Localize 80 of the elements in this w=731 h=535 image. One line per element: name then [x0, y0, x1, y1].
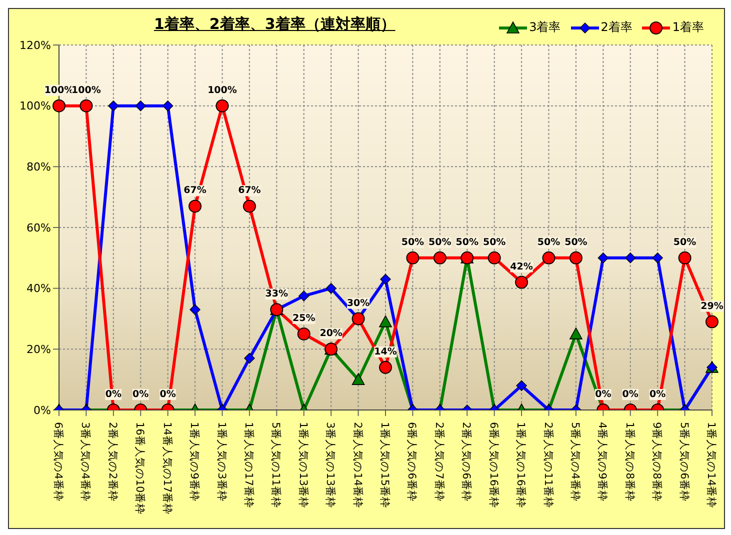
x-tick-label: 1番人気の3番枠: [215, 422, 228, 502]
y-tick-label: 60%: [26, 221, 51, 234]
data-label: 100%: [208, 84, 238, 96]
x-tick-label: 2番人気の11番枠: [542, 422, 555, 508]
point: [406, 251, 420, 264]
legend-label: 3着率: [529, 19, 561, 36]
point: [625, 252, 636, 264]
point: [380, 274, 391, 285]
x-tick-label: 1番人気の17番枠: [242, 422, 256, 508]
point: [598, 252, 609, 264]
x-tick-label: 1番人気の9番枠: [188, 422, 202, 502]
y-tick-label: 100%: [20, 100, 51, 113]
point: [190, 304, 200, 315]
point: [652, 252, 663, 264]
y-tick-label: 20%: [26, 343, 51, 356]
x-tick-label: 5番人気の4番枠: [568, 422, 582, 502]
data-label: 0%: [105, 389, 122, 400]
x-tick-label: 1番人気の13番枠: [296, 422, 310, 508]
x-tick-label: 3番人気の4番枠: [79, 422, 92, 502]
data-label: 50%: [537, 236, 561, 248]
point: [678, 251, 692, 264]
point: [706, 315, 718, 328]
data-label: 50%: [428, 236, 452, 248]
data-label: 0%: [132, 389, 150, 400]
data-label: 42%: [510, 261, 534, 272]
legend-label: 2着率: [600, 19, 632, 36]
data-label: 0%: [650, 389, 666, 400]
data-label: 0%: [160, 389, 176, 400]
data-label: 67%: [184, 185, 207, 196]
x-tick-label: 14番人気の17番枠: [160, 422, 174, 515]
x-tick-label: 1番人気の15番枠: [378, 422, 392, 508]
data-label: 50%: [482, 236, 506, 248]
y-tick-label: 120%: [20, 38, 51, 52]
x-tick-label: 2番人気の6番枠: [460, 422, 474, 502]
x-tick-label: 1番人気の8番枠: [623, 422, 636, 502]
x-tick-label: 1番人気の16番枠: [514, 422, 528, 508]
data-label: 50%: [401, 236, 425, 248]
point: [379, 315, 392, 328]
data-label: 30%: [346, 298, 370, 309]
x-tick-label: 1番人気の14番枠: [705, 422, 718, 508]
data-label: 29%: [700, 300, 724, 312]
x-tick-label: 2番人気の14番枠: [351, 422, 364, 508]
data-label: 0%: [622, 389, 639, 400]
data-label: 50%: [564, 236, 588, 248]
legend-label: 1着率: [672, 19, 704, 36]
data-label: 20%: [320, 328, 343, 340]
point: [188, 200, 202, 213]
point: [570, 328, 582, 340]
point: [298, 290, 310, 302]
x-tick-label: 3番人気の13番枠: [324, 422, 338, 508]
point: [242, 200, 256, 213]
data-label: 50%: [456, 236, 479, 248]
point: [569, 251, 582, 264]
y-tick-label: 80%: [26, 160, 51, 174]
point: [488, 251, 501, 264]
x-tick-label: 5番人気の11番枠: [270, 422, 283, 508]
data-label: 50%: [673, 236, 697, 248]
point: [542, 251, 556, 264]
data-label: 0%: [595, 389, 612, 400]
x-tick-label: 6番人気の4番枠: [52, 422, 65, 502]
data-label: 25%: [292, 312, 316, 324]
data-label: 67%: [238, 185, 262, 196]
data-label: 14%: [374, 346, 398, 358]
point: [297, 327, 310, 340]
point: [326, 282, 336, 294]
x-tick-label: 9番人気の8番枠: [650, 422, 664, 502]
point: [433, 251, 446, 264]
x-tick-label: 16番人気の10番枠: [134, 422, 147, 515]
x-tick-label: 6番人気の6番枠: [406, 422, 419, 502]
x-tick-label: 4番人気の9番枠: [596, 422, 610, 502]
point: [515, 276, 528, 289]
chart-title: 1着率、2着率、3着率（連対率順）: [154, 15, 396, 34]
x-tick-label: 2番人気の2番枠: [106, 422, 120, 502]
data-label: 33%: [265, 288, 289, 300]
x-tick-label: 2番人気の7番枠: [432, 422, 446, 502]
y-tick-label: 40%: [26, 282, 51, 296]
data-label: 100%: [72, 84, 102, 96]
y-tick-label: 0%: [34, 404, 51, 417]
x-tick-label: 6番人気の16番枠: [487, 422, 500, 508]
x-tick-label: 5番人気の6番枠: [678, 422, 691, 502]
